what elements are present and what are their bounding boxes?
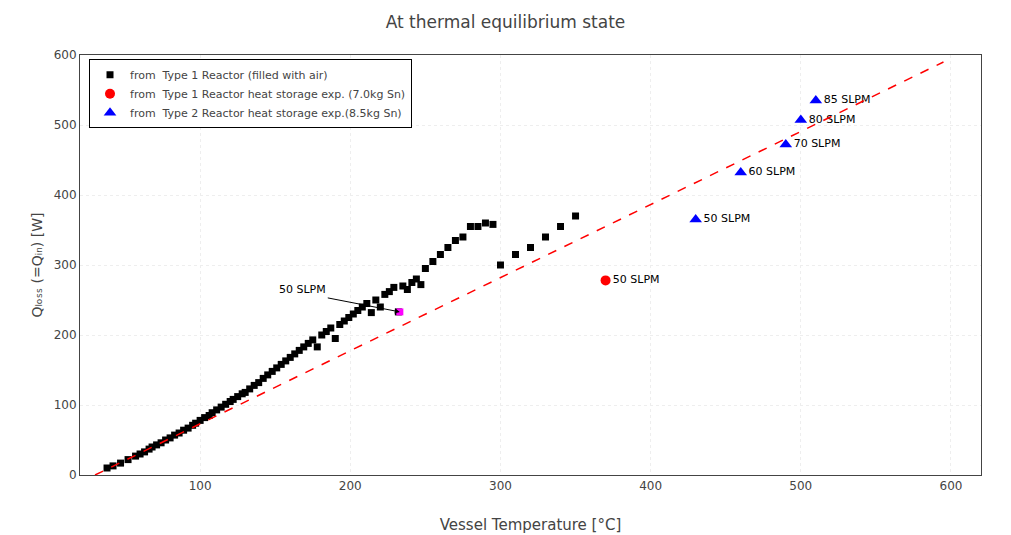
svg-text:400: 400	[54, 188, 77, 202]
svg-text:80 SLPM: 80 SLPM	[809, 113, 856, 126]
svg-text:600: 600	[54, 48, 77, 62]
svg-text:300: 300	[54, 258, 77, 272]
svg-text:600: 600	[940, 479, 963, 493]
svg-text:50 SLPM: 50 SLPM	[704, 212, 751, 225]
svg-text:400: 400	[639, 479, 662, 493]
svg-text:from Type 1 Reactor (filled w: from Type 1 Reactor (filled with air)	[130, 69, 328, 82]
svg-text:300: 300	[489, 479, 512, 493]
svg-text:from Type 1 Reactor heat stor: from Type 1 Reactor heat storage exp. (7…	[130, 88, 405, 101]
svg-text:60 SLPM: 60 SLPM	[749, 165, 796, 178]
svg-text:At thermal equilibrium state: At thermal equilibrium state	[386, 12, 626, 32]
svg-text:500: 500	[789, 479, 812, 493]
svg-text:100: 100	[54, 398, 77, 412]
svg-text:100: 100	[189, 479, 212, 493]
svg-text:Vessel Temperature [°C]: Vessel Temperature [°C]	[440, 516, 622, 534]
svg-text:85 SLPM: 85 SLPM	[824, 93, 871, 106]
svg-text:Qₗₒₛₛ (=Qᵢₙ) [W]: Qₗₒₛₛ (=Qᵢₙ) [W]	[29, 213, 45, 318]
svg-text:200: 200	[54, 328, 77, 342]
svg-text:0: 0	[69, 468, 77, 482]
svg-text:500: 500	[54, 118, 77, 132]
svg-text:50 SLPM: 50 SLPM	[279, 283, 326, 296]
svg-text:from Type 2 Reactor heat stor: from Type 2 Reactor heat storage exp.(8.…	[130, 107, 402, 120]
svg-text:70 SLPM: 70 SLPM	[794, 137, 841, 150]
svg-text:200: 200	[339, 479, 362, 493]
svg-text:50 SLPM: 50 SLPM	[613, 273, 660, 286]
